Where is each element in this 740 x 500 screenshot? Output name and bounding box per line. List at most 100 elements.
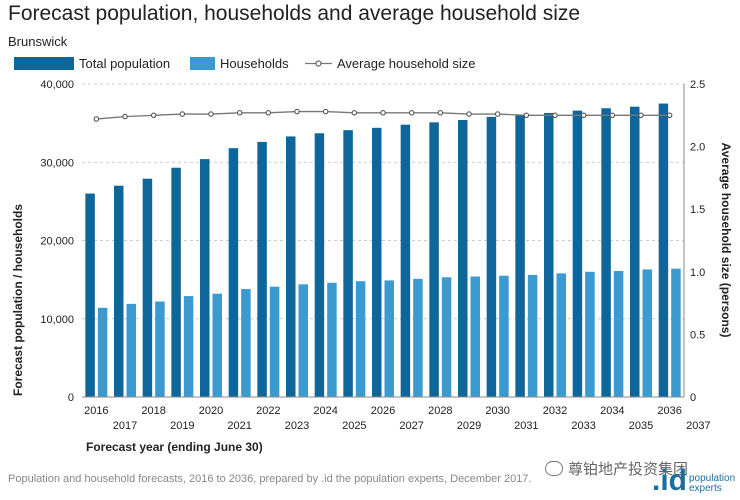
bar-total-population [200,159,210,397]
x-tick-label: 2029 [457,420,481,432]
y2-tick-label: 0.5 [690,329,705,341]
bar-total-population [486,116,497,398]
y2-tick-label: 2.5 [690,79,705,91]
point-average-household-size [437,110,444,116]
bar-total-population [601,108,611,397]
bar-total-population [429,122,439,397]
axis-layer: 0 10,000 20,000 30,000 40,000 0 0.5 1.0 1.5 2.0 2.… [40,79,710,432]
bar-households [441,277,452,397]
bar-households [585,271,595,397]
point-average-household-size [122,113,128,120]
point-average-household-size [609,112,616,119]
bar-total-population [114,185,124,397]
x-tick-label: 2023 [285,420,309,432]
bar-total-population [85,193,95,397]
chart-title: Forecast population, households and aver… [8,2,581,25]
bar-households [241,289,251,397]
chart-area: Total population Households Average hous… [11,56,733,454]
grid-layer [82,83,684,320]
bar-total-population [257,141,267,397]
point-average-household-size [236,110,243,116]
point-average-household-size [294,108,300,115]
point-average-household-size [208,111,214,117]
legend-swatch-households [190,57,215,70]
point-average-household-size [150,112,157,119]
y2-tick-label: 1.0 [690,267,705,279]
bar-total-population [372,127,382,397]
bar-households [470,276,480,397]
legend-label-avg: Average household size [337,56,476,71]
x-tick-label: 2035 [629,420,653,432]
x-tick-label: 2019 [170,420,194,432]
y2-tick-label: 0 [690,392,696,404]
id-logo-line1: population [689,473,736,484]
id-logo: .id population experts [652,464,736,497]
bar-households [126,303,136,397]
bar-households [527,274,538,397]
bar-households [183,296,194,397]
x-tick-label: 2028 [428,405,452,417]
bar-total-population [544,112,554,397]
bar-total-population [343,130,353,398]
x-tick-label: 2017 [113,420,137,432]
x-tick-label: 2032 [543,405,567,417]
x-tick-label: 2037 [686,420,710,432]
y-tick-label: 10,000 [40,314,74,326]
bar-total-population [142,178,153,397]
point-average-household-size [494,111,501,117]
wechat-icon [545,461,563,476]
point-average-household-size [638,112,644,119]
point-average-household-size [523,112,530,119]
point-average-household-size [351,110,358,116]
bar-total-population [630,106,640,397]
x-tick-label: 2025 [342,420,366,432]
bar-households [613,271,624,397]
watermark-text: 尊铂地产投资集团 [568,461,689,478]
legend-label-population: Total population [79,56,170,71]
bar-households [671,268,681,397]
bars-layer [85,103,681,398]
legend-label-households: Households [220,56,289,71]
bar-total-population [400,124,411,397]
point-average-household-size [552,112,558,119]
legend-swatch-population [14,57,74,70]
y2-tick-label: 2.0 [690,142,705,154]
x-axis-title: Forecast year (ending June 30) [86,440,263,454]
y-tick-label: 40,000 [40,79,74,91]
y-tick-label: 30,000 [40,157,74,169]
bar-total-population [458,119,468,398]
y-axis-title: Forecast population / households [11,204,25,396]
bar-households [499,275,509,397]
x-tick-label: 2024 [313,405,337,417]
bar-total-population [171,167,181,397]
legend-marker-avg [315,60,322,67]
bar-households [298,284,308,397]
point-average-household-size [666,112,673,119]
x-tick-label: 2030 [485,405,509,417]
source-footnote: Population and household forecasts, 2016… [8,473,532,485]
x-tick-label: 2033 [571,420,595,432]
watermark: 尊铂地产投资集团 [545,458,688,479]
bar-households [413,278,423,397]
x-tick-label: 2027 [399,420,423,432]
y-tick-label: 20,000 [40,236,74,248]
bar-total-population [314,133,325,398]
x-tick-label: 2018 [141,405,165,417]
x-tick-label: 2020 [199,405,223,417]
point-average-household-size [408,110,415,116]
point-average-household-size [466,111,472,117]
bar-households [556,273,566,397]
x-tick-label: 2021 [227,420,251,432]
id-logo-mark: .id [652,464,687,497]
bar-households [642,269,652,397]
x-tick-label: 2016 [84,405,108,417]
x-tick-label: 2031 [514,420,538,432]
bar-households [97,307,108,397]
line-layer [93,108,673,122]
bar-households [327,282,337,397]
x-tick-label: 2022 [256,405,280,417]
point-average-household-size [265,110,272,116]
bar-total-population [658,103,669,397]
bar-households [155,301,165,397]
point-average-household-size [322,108,329,115]
